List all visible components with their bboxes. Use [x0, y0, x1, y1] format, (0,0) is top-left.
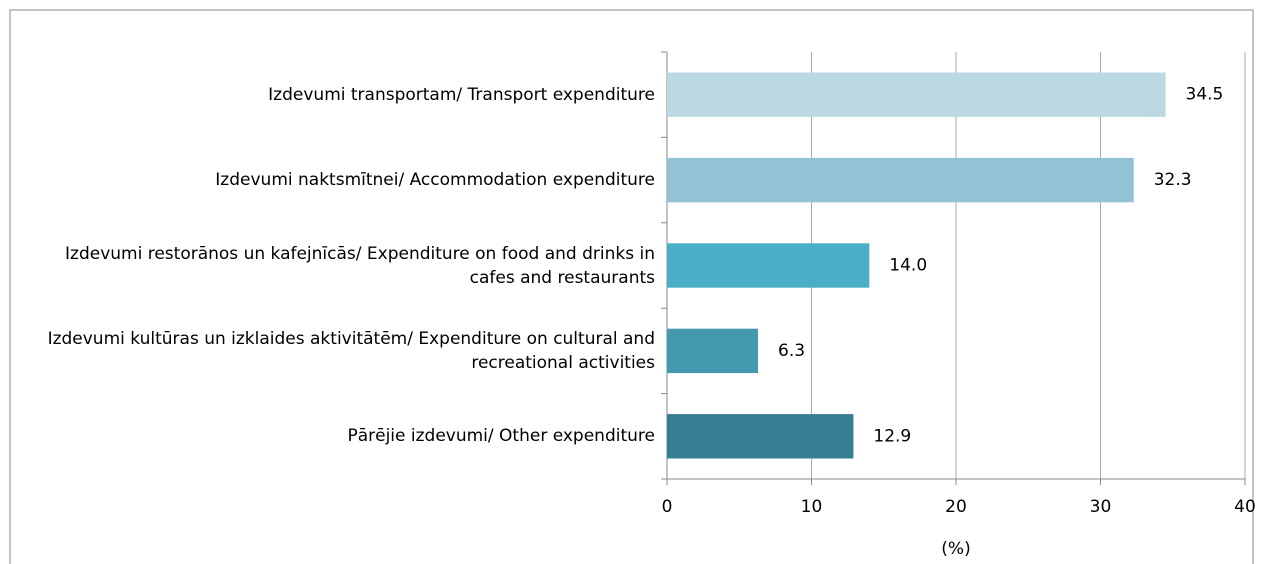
value-label: 12.9 — [873, 426, 911, 446]
frame — [9, 9, 1254, 564]
value-label: 14.0 — [889, 256, 927, 276]
x-tick-label: 20 — [945, 497, 967, 517]
value-label: 6.3 — [778, 341, 805, 361]
y-tick-label: Izdevumi restorānos un kafejnīcās/ Expen… — [65, 243, 655, 288]
bar — [667, 157, 1134, 203]
bar — [667, 243, 870, 288]
bar — [667, 328, 759, 374]
value-label: 34.5 — [1186, 85, 1224, 105]
x-tick-label: 30 — [1090, 497, 1112, 517]
y-tick-label: Pārējie izdevumi/ Other expenditure — [347, 426, 655, 447]
bar — [667, 414, 854, 459]
y-tick-label: Izdevumi kultūras un izklaides aktivitāt… — [47, 328, 655, 373]
x-tick-label: 40 — [1234, 497, 1256, 517]
value-label: 32.3 — [1154, 170, 1192, 190]
x-tick-label: 0 — [662, 497, 673, 517]
x-tick-label: 10 — [801, 497, 823, 517]
y-tick-label: Izdevumi transportam/ Transport expendit… — [268, 84, 655, 105]
y-tick-label: Izdevumi naktsmītnei/ Accommodation expe… — [215, 170, 655, 191]
bar — [667, 72, 1166, 117]
x-axis-label: (%) — [941, 539, 970, 559]
